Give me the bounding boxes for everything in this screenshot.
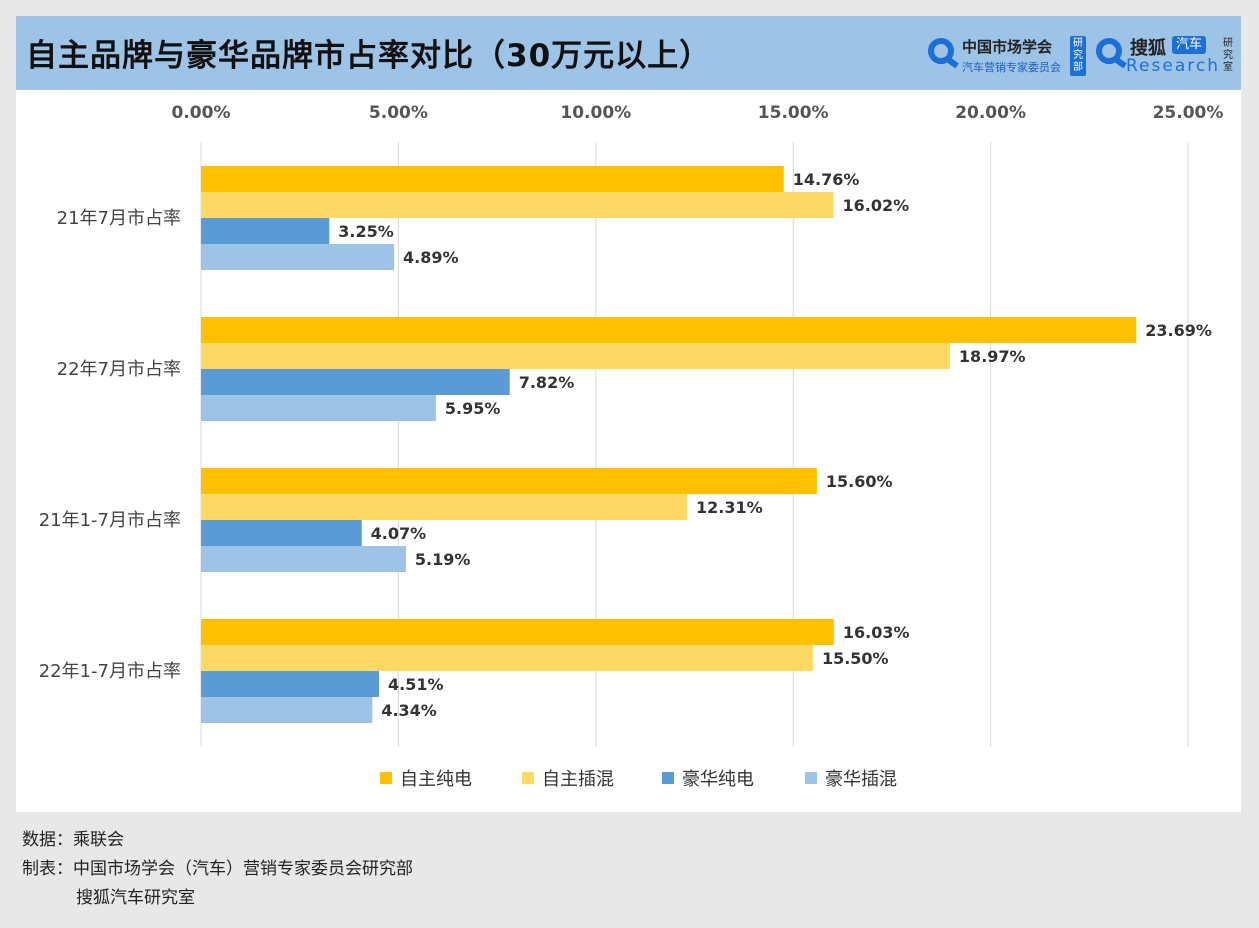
bar	[201, 192, 834, 218]
data-label: 4.34%	[381, 701, 437, 720]
x-tick-label: 15.00%	[758, 103, 829, 123]
data-label: 15.60%	[826, 472, 893, 491]
x-tick-label: 5.00%	[369, 103, 428, 123]
logo2-badge: 汽车	[1172, 36, 1207, 54]
data-label: 12.31%	[696, 498, 763, 517]
legend-label: 自主纯电	[400, 769, 472, 790]
source-note: 数据：乘联会	[22, 830, 124, 850]
data-label: 3.25%	[338, 222, 394, 241]
legend-swatch	[662, 772, 674, 784]
category-label: 21年7月市占率	[57, 208, 181, 229]
x-tick-label: 20.00%	[955, 103, 1026, 123]
bar	[201, 520, 362, 546]
legend-swatch	[380, 772, 392, 784]
bar-chart: 0.00% 5.00% 10.00% 15.00% 20.00% 25.00% 21年7月市…	[39, 103, 1224, 790]
legend-swatch	[805, 772, 817, 784]
data-label: 4.89%	[403, 248, 459, 267]
chart-footer: 数据：乘联会 制表：中国市场学会（汽车）营销专家委员会研究部 搜狐汽车研究室	[22, 826, 413, 913]
bar	[201, 619, 834, 645]
bar	[201, 343, 950, 369]
bar	[201, 369, 510, 395]
category-label: 22年1-7月市占率	[39, 661, 181, 682]
data-label: 14.76%	[793, 170, 860, 189]
market-society-logo: 中国市场学会 汽车营销专家委员会 研究部	[928, 36, 1098, 76]
chart-title: 自主品牌与豪华品牌市占率对比（30万元以上）	[26, 38, 712, 74]
data-label: 16.03%	[843, 623, 910, 642]
logo1-tag: 研究部	[1070, 36, 1086, 76]
maker-note-2: 搜狐汽车研究室	[76, 888, 195, 908]
data-label: 18.97%	[959, 347, 1026, 366]
logo2-line1: 搜狐	[1130, 38, 1166, 59]
sohu-auto-logo: 搜狐 汽车 Research 研究室	[1096, 36, 1236, 76]
bar	[201, 468, 817, 494]
logo1-line2: 汽车营销专家委员会	[962, 61, 1061, 74]
data-label: 4.07%	[371, 524, 427, 543]
logo2-tag: 研究室	[1223, 38, 1233, 73]
chart-header: 自主品牌与豪华品牌市占率对比（30万元以上） 中国市场学会 汽车营销专家委员会 …	[16, 16, 1241, 90]
x-tick-label: 25.00%	[1153, 103, 1224, 123]
logo1-line1: 中国市场学会	[962, 38, 1053, 56]
legend-label: 自主插混	[542, 769, 614, 790]
data-label: 16.02%	[842, 196, 909, 215]
x-tick-label: 0.00%	[172, 103, 231, 123]
bar	[201, 546, 406, 572]
legend-label: 豪华纯电	[682, 769, 754, 790]
x-tick-label: 10.00%	[560, 103, 631, 123]
bar	[201, 494, 687, 520]
category-label: 22年7月市占率	[57, 359, 181, 380]
category-label: 21年1-7月市占率	[39, 510, 181, 531]
bar	[201, 244, 395, 270]
logo2-line2: Research	[1126, 56, 1220, 76]
bar	[201, 166, 784, 192]
data-label: 4.51%	[388, 675, 444, 694]
data-label: 7.82%	[519, 373, 575, 392]
legend-label: 豪华插混	[825, 769, 897, 790]
bar	[201, 671, 380, 697]
plot-area: 0.00% 5.00% 10.00% 15.00% 20.00% 25.00% 21年7月市…	[16, 90, 1241, 812]
data-label: 5.95%	[445, 399, 501, 418]
q-logo-icon	[928, 38, 954, 64]
data-label: 15.50%	[822, 649, 889, 668]
data-label: 23.69%	[1145, 321, 1212, 340]
bar	[201, 317, 1137, 343]
bar	[201, 645, 813, 671]
data-label: 5.19%	[415, 550, 471, 569]
q-logo-icon	[1096, 38, 1122, 64]
bar	[201, 697, 373, 723]
maker-note: 制表：中国市场学会（汽车）营销专家委员会研究部	[22, 859, 413, 879]
bar	[201, 218, 330, 244]
bar	[201, 395, 436, 421]
legend-swatch	[522, 772, 534, 784]
